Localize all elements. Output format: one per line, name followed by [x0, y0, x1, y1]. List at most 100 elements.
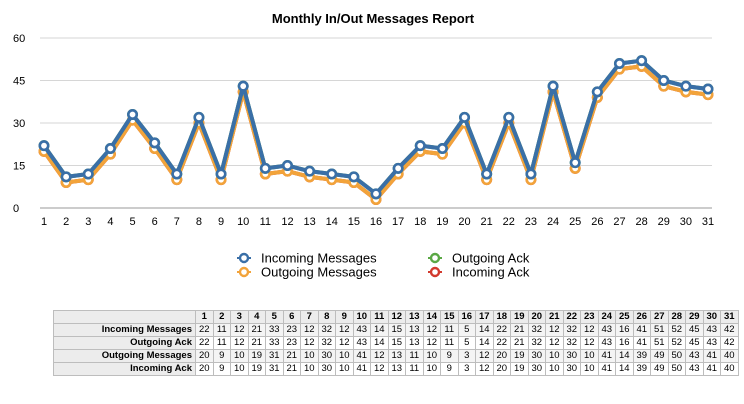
x-tick-label: 16 — [370, 216, 382, 228]
table-cell: 51 — [650, 336, 669, 350]
x-axis-ticks: 1 2 3 4 5 6 7 8 9 10 11 12 13 14 15 16 17 18 19 20 21 22 23 24 2… — [41, 216, 714, 228]
table-cell: 11 — [440, 336, 459, 350]
table-header-cell: 17 — [475, 310, 494, 324]
table-row: Incoming Messages 22 11 12 21 33 23 12 32 12 43 14 1… — [53, 323, 739, 337]
data-point — [281, 160, 293, 172]
table-cell: 12 — [475, 349, 494, 363]
table-cell: 30 — [562, 349, 581, 363]
data-point — [193, 111, 205, 123]
table-header-cell: 1 — [195, 310, 214, 324]
table-cell: 13 — [387, 349, 406, 363]
x-tick-label: 31 — [702, 216, 714, 228]
data-point — [60, 171, 72, 183]
table-header-cell: 22 — [562, 310, 581, 324]
table-cell: 20 — [195, 349, 214, 363]
series-line — [42, 64, 709, 202]
table-cell: 11 — [440, 323, 459, 337]
table-cell: 39 — [632, 349, 651, 363]
table-cell: 19 — [247, 349, 266, 363]
table-cell: 22 — [492, 323, 511, 337]
table-header-cell: 10 — [352, 310, 371, 324]
table-cell: 32 — [562, 323, 581, 337]
data-point — [38, 140, 50, 152]
table-cell: 50 — [667, 349, 686, 363]
table-cell: 11 — [212, 336, 231, 350]
legend-label: Outgoing Messages — [261, 265, 377, 280]
table-cell: 31 — [265, 349, 284, 363]
x-tick-label: 7 — [174, 216, 180, 228]
table-cell: 45 — [685, 336, 704, 350]
x-tick-label: 30 — [680, 216, 692, 228]
x-tick-label: 19 — [436, 216, 448, 228]
table-cell: 12 — [335, 323, 354, 337]
table-cell: 12 — [300, 336, 319, 350]
table-cell: 12 — [335, 336, 354, 350]
table-cell: 14 — [475, 323, 494, 337]
table-header-cell: 21 — [545, 310, 564, 324]
legend: Incoming Messages Outgoing Ack Outgoing Me… — [237, 251, 530, 280]
x-tick-label: 12 — [281, 216, 293, 228]
table-cell: 11 — [212, 323, 231, 337]
table-header-cell: 24 — [597, 310, 616, 324]
table-cell: 16 — [615, 323, 634, 337]
table-cell: 19 — [510, 349, 529, 363]
table-cell: 5 — [457, 336, 476, 350]
data-point — [171, 168, 183, 180]
table-corner-cell — [53, 310, 196, 324]
y-tick-label: 0 — [13, 203, 19, 215]
table-header-cell: 8 — [317, 310, 336, 324]
table-cell: 43 — [352, 323, 371, 337]
table-cell: 23 — [282, 336, 301, 350]
chart-title: Monthly In/Out Messages Report — [272, 11, 475, 26]
table-header-cell: 18 — [492, 310, 511, 324]
data-point — [82, 168, 94, 180]
table-cell: 49 — [650, 349, 669, 363]
data-point — [459, 111, 471, 123]
data-point — [525, 168, 537, 180]
table-cell: 22 — [195, 323, 214, 337]
x-tick-label: 21 — [481, 216, 493, 228]
table-cell: 41 — [597, 349, 616, 363]
table-header-cell: 5 — [265, 310, 284, 324]
legend-marker — [238, 252, 250, 264]
data-point — [503, 111, 515, 123]
table-cell: 43 — [702, 323, 721, 337]
table-cell: 41 — [597, 362, 616, 376]
x-tick-label: 28 — [635, 216, 647, 228]
legend-marker — [429, 266, 441, 278]
table-cell: 15 — [387, 336, 406, 350]
data-point — [259, 162, 271, 174]
data-point — [658, 75, 670, 87]
table-cell: 11 — [405, 349, 424, 363]
table-cell: 12 — [475, 362, 494, 376]
table-cell: 33 — [265, 323, 284, 337]
table-row-label: Incoming Messages — [53, 323, 196, 337]
table-cell: 50 — [667, 362, 686, 376]
table-header-cell: 25 — [615, 310, 634, 324]
table-header-cell: 20 — [527, 310, 546, 324]
table-cell: 42 — [720, 336, 739, 350]
table-header-cell: 7 — [300, 310, 319, 324]
x-tick-label: 26 — [591, 216, 603, 228]
table-cell: 15 — [387, 323, 406, 337]
x-tick-label: 23 — [525, 216, 537, 228]
table-cell: 12 — [230, 336, 249, 350]
table-cell: 21 — [247, 336, 266, 350]
table-cell: 12 — [230, 323, 249, 337]
table-cell: 10 — [335, 362, 354, 376]
table-cell: 12 — [370, 349, 389, 363]
table-cell: 10 — [300, 349, 319, 363]
table-cell: 10 — [580, 362, 599, 376]
table-cell: 3 — [457, 349, 476, 363]
table-header-cell: 29 — [685, 310, 704, 324]
x-tick-label: 14 — [326, 216, 338, 228]
data-point — [481, 168, 493, 180]
table-cell: 43 — [702, 336, 721, 350]
table-cell: 45 — [685, 323, 704, 337]
legend-item: Outgoing Ack — [428, 251, 530, 266]
table-cell: 13 — [387, 362, 406, 376]
table-cell: 30 — [562, 362, 581, 376]
table-cell: 40 — [720, 349, 739, 363]
table-cell: 14 — [615, 362, 634, 376]
table-header-cell: 4 — [247, 310, 266, 324]
